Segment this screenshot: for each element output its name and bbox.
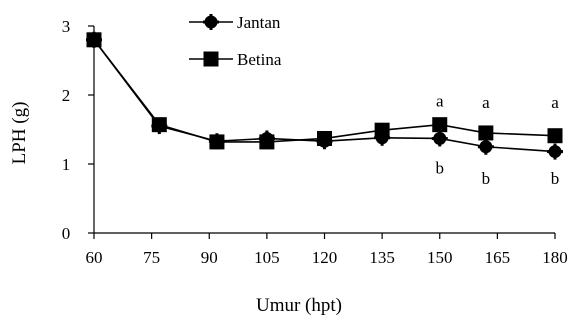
x-tick-label: 180 [542, 248, 568, 267]
y-tick-label: 3 [62, 17, 71, 36]
data-point-betina [478, 125, 494, 141]
legend-label-betina: Betina [237, 50, 282, 69]
legend: Jantan Betina [189, 13, 282, 69]
series-layer [86, 31, 563, 160]
x-tick-label: 150 [427, 248, 453, 267]
data-point-jantan [547, 143, 563, 160]
significance-label: b [436, 158, 445, 177]
legend-label-jantan: Jantan [237, 13, 281, 32]
data-point-betina [547, 128, 563, 144]
legend-marker-jantan [203, 14, 219, 30]
significance-label: a [482, 93, 490, 112]
data-point-betina [374, 122, 390, 138]
x-tick-label: 135 [369, 248, 395, 267]
annotations: a a a b b b [436, 92, 560, 188]
data-point-betina [209, 134, 225, 150]
x-tick-label: 60 [86, 248, 103, 267]
y-tick-label: 1 [62, 155, 71, 174]
x-tick-label: 120 [312, 248, 338, 267]
y-tick-label: 2 [62, 86, 71, 105]
data-point-betina [317, 130, 332, 146]
significance-label: b [551, 169, 560, 188]
x-tick-label: 75 [143, 248, 160, 267]
x-tick-label: 105 [254, 248, 280, 267]
data-point-jantan [431, 130, 448, 147]
x-tick-label: 165 [485, 248, 511, 267]
x-axis-title: Umur (hpt) [256, 295, 342, 316]
significance-label: a [436, 92, 444, 111]
data-point-jantan [477, 138, 494, 155]
significance-label: b [482, 169, 491, 188]
x-tick-label: 90 [201, 248, 218, 267]
data-point-betina [259, 134, 275, 150]
legend-item-betina: Betina [189, 50, 282, 69]
y-tick-label: 0 [62, 224, 71, 243]
data-point-betina [86, 32, 102, 48]
y-axis-title: LPH (g) [9, 102, 30, 165]
x-ticks: 60 75 90 105 120 135 150 165 180 [86, 233, 568, 267]
legend-item-jantan: Jantan [189, 13, 281, 32]
legend-marker-betina [203, 51, 219, 67]
significance-label: a [551, 93, 559, 112]
data-point-betina [432, 117, 448, 133]
y-ticks: 0 1 2 3 [62, 17, 94, 243]
series-betina [86, 32, 563, 150]
data-point-betina [151, 117, 167, 133]
